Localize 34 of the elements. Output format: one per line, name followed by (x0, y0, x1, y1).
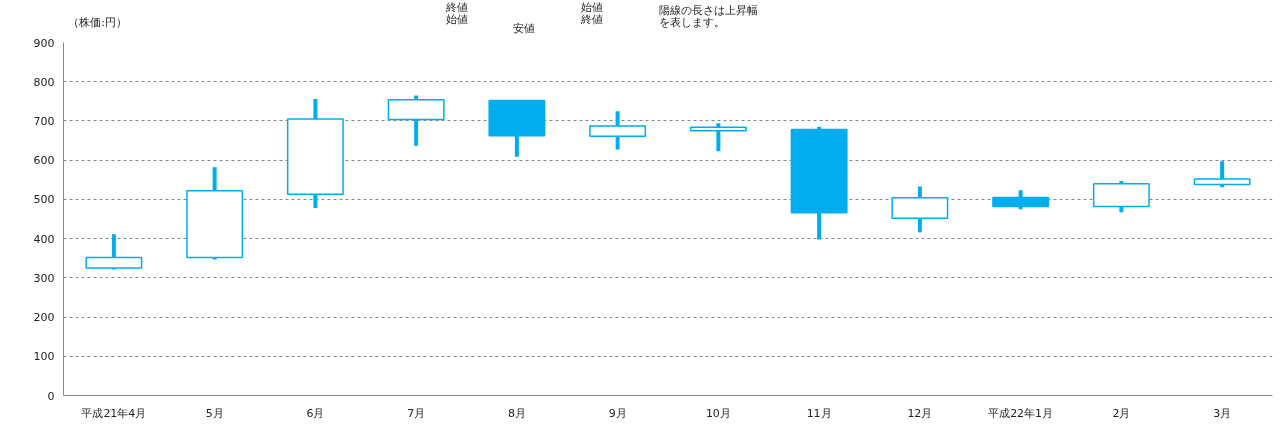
x-tick-label: 8月 (507, 406, 526, 420)
y-tick-label: 0 (47, 389, 55, 403)
y-tick-label: 300 (33, 271, 55, 285)
candlestick (387, 95, 445, 146)
text: 安値 (513, 22, 536, 35)
candlestick (589, 111, 647, 150)
y-tick-label: 700 (33, 114, 55, 128)
y-tick-label: 400 (33, 232, 55, 246)
candlestick (286, 98, 344, 209)
y-tick-label: 200 (33, 311, 55, 325)
x-tick-label: 平成21年4月 (81, 406, 147, 420)
x-tick-label: 12月 (907, 406, 933, 420)
text: 陽線の長さは上昇幅 (658, 4, 758, 17)
x-tick-label: 7月 (407, 406, 426, 420)
x-tick-label: 10月 (705, 406, 731, 420)
x-tick-label: 3月 (1213, 406, 1232, 420)
text: 終値 (579, 13, 603, 26)
x-tick-label: 2月 (1112, 406, 1131, 420)
x-tick-label: 9月 (608, 406, 627, 420)
y-tick-label: 600 (33, 154, 55, 168)
candlestick (891, 186, 949, 233)
text: 終値 (444, 1, 468, 14)
text: を表します。 (658, 16, 725, 29)
x-tick-label: 5月 (205, 406, 224, 420)
x-tick-label: 平成22年1月 (988, 406, 1054, 420)
y-tick-label: 800 (33, 75, 55, 89)
text: 始値 (580, 1, 603, 14)
y-tick-label: 100 (33, 350, 55, 364)
y-axis-title: （株価:円） (68, 16, 127, 29)
x-tick-label: 6月 (306, 406, 325, 420)
text: 始値 (445, 13, 468, 26)
x-tick-label: 11月 (806, 406, 832, 420)
y-tick-label: 500 (33, 193, 55, 207)
y-tick-label: 900 (33, 36, 55, 50)
